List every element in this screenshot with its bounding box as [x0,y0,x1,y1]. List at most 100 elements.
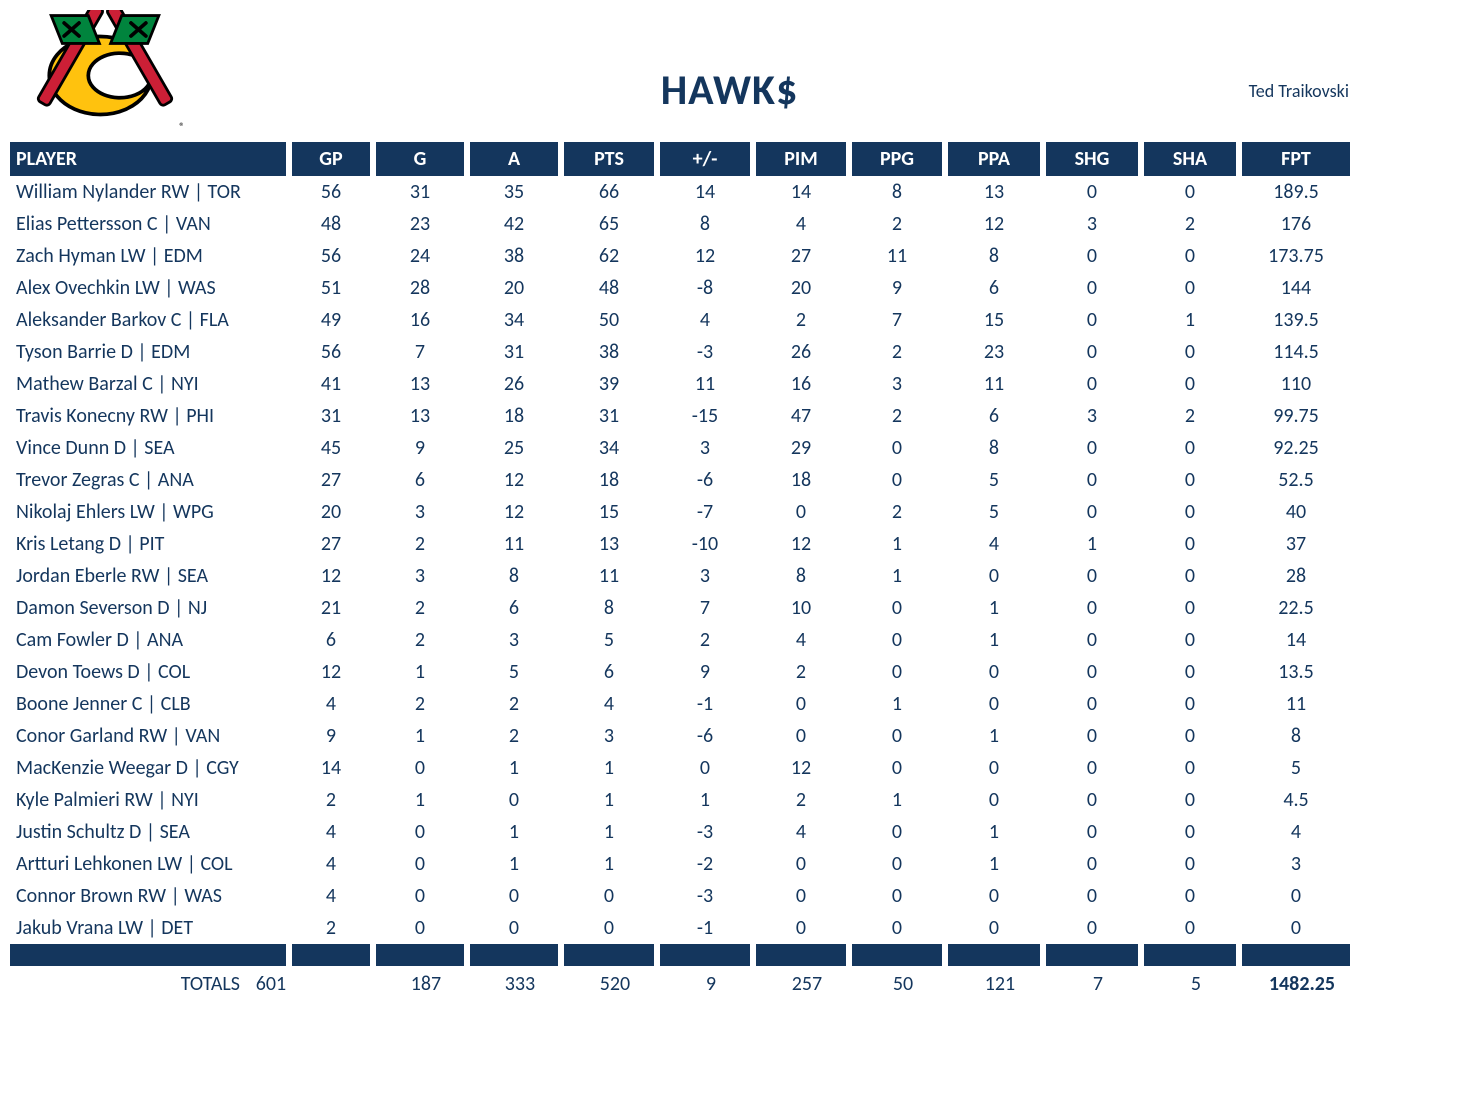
cell-g: 3 [376,564,464,588]
cell-pm: 3 [660,436,750,460]
cell-g: 0 [376,884,464,908]
cell-sha: 1 [1144,308,1236,332]
cell-pim: 4 [756,820,846,844]
cell-ppa: 12 [948,212,1040,236]
cell-ppa: 6 [948,276,1040,300]
cell-shg: 0 [1046,244,1138,268]
table-row: Vince Dunn D | SEA4592534329080092.25 [10,432,1449,464]
cell-pts: 5 [564,628,654,652]
table-row: Kyle Palmieri RW | NYI21011210004.5 [10,784,1449,816]
cell-shg: 0 [1046,436,1138,460]
cell-a: 12 [470,468,558,492]
cell-ppg: 0 [852,468,942,492]
cell-gp: 9 [292,724,370,748]
player-name: Vince Dunn D | SEA [10,436,286,460]
cell-a: 34 [470,308,558,332]
cell-sha: 0 [1144,788,1236,812]
cell-g: 24 [376,244,464,268]
table-row: Nikolaj Ehlers LW | WPG2031215-70250040 [10,496,1449,528]
cell-pts: 1 [564,788,654,812]
table-row: William Nylander RW | TOR563135661414813… [10,176,1449,208]
cell-pm: 1 [660,788,750,812]
cell-pts: 65 [564,212,654,236]
cell-pm: -6 [660,468,750,492]
cell-g: 0 [376,820,464,844]
col-pim: PIM [756,142,846,176]
cell-a: 2 [470,692,558,716]
cell-pts: 8 [564,596,654,620]
cell-shg: 0 [1046,468,1138,492]
cell-a: 11 [470,532,558,556]
cell-sha: 0 [1144,500,1236,524]
cell-ppg: 8 [852,180,942,204]
table-row: Cam Fowler D | ANA623524010014 [10,624,1449,656]
cell-sha: 0 [1144,372,1236,396]
cell-pm: 11 [660,372,750,396]
cell-pm: 9 [660,660,750,684]
cell-pts: 38 [564,340,654,364]
cell-ppg: 7 [852,308,942,332]
totals-sha: 5 [1150,972,1242,996]
cell-pim: 0 [756,852,846,876]
cell-pim: 8 [756,564,846,588]
cell-ppa: 0 [948,692,1040,716]
totals-a: 333 [476,972,564,996]
cell-pts: 50 [564,308,654,332]
cell-g: 23 [376,212,464,236]
cell-fpt: 144 [1242,276,1350,300]
cell-ppa: 0 [948,756,1040,780]
totals-pm: 9 [666,972,756,996]
player-name: Tyson Barrie D | EDM [10,340,286,364]
totals-pim: 257 [762,972,852,996]
cell-sha: 0 [1144,276,1236,300]
cell-ppa: 23 [948,340,1040,364]
table-row: Jakub Vrana LW | DET2000-1000000 [10,912,1449,944]
cell-gp: 20 [292,500,370,524]
cell-pim: 2 [756,660,846,684]
cell-sha: 0 [1144,596,1236,620]
cell-gp: 14 [292,756,370,780]
cell-ppg: 1 [852,788,942,812]
table-row: Elias Pettersson C | VAN4823426584212321… [10,208,1449,240]
cell-g: 0 [376,756,464,780]
cell-pm: -3 [660,340,750,364]
table-header-row: PLAYER GP G A PTS +/- PIM PPG PPA SHG SH… [10,142,1449,176]
cell-ppg: 0 [852,724,942,748]
player-name: Alex Ovechkin LW | WAS [10,276,286,300]
cell-shg: 0 [1046,564,1138,588]
table-row: Devon Toews D | COL1215692000013.5 [10,656,1449,688]
cell-fpt: 37 [1242,532,1350,556]
totals-row: TOTALS 601 187 333 520 9 257 50 121 7 5 … [10,966,1449,1002]
cell-pm: -6 [660,724,750,748]
cell-pts: 0 [564,916,654,940]
cell-pts: 39 [564,372,654,396]
cell-shg: 0 [1046,692,1138,716]
cell-g: 28 [376,276,464,300]
cell-ppg: 11 [852,244,942,268]
col-a: A [470,142,558,176]
player-name: Jakub Vrana LW | DET [10,916,286,940]
spacer-row [10,944,1449,966]
cell-pim: 0 [756,884,846,908]
cell-pim: 20 [756,276,846,300]
cell-ppg: 0 [852,820,942,844]
table-row: Trevor Zegras C | ANA2761218-618050052.5 [10,464,1449,496]
cell-pts: 11 [564,564,654,588]
totals-ppg: 50 [858,972,948,996]
cell-sha: 0 [1144,180,1236,204]
cell-fpt: 99.75 [1242,404,1350,428]
cell-gp: 4 [292,820,370,844]
cell-a: 25 [470,436,558,460]
cell-fpt: 11 [1242,692,1350,716]
cell-a: 42 [470,212,558,236]
cell-a: 1 [470,820,558,844]
cell-pts: 62 [564,244,654,268]
cell-pim: 4 [756,628,846,652]
cell-sha: 0 [1144,724,1236,748]
cell-pm: 0 [660,756,750,780]
cell-pts: 15 [564,500,654,524]
cell-gp: 48 [292,212,370,236]
col-g: G [376,142,464,176]
cell-pim: 2 [756,788,846,812]
player-name: Devon Toews D | COL [10,660,286,684]
